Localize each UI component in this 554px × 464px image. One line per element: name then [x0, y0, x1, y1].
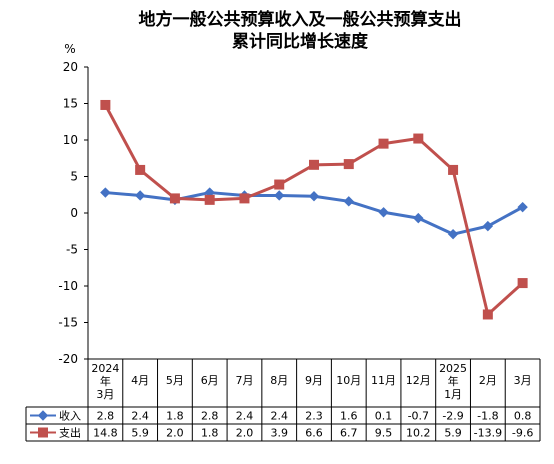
table-value: 6.6	[305, 427, 323, 440]
series-expenditure	[100, 99, 528, 320]
table-value: 1.6	[340, 410, 358, 423]
x-category-label: 9月	[305, 374, 323, 387]
legend-marker	[37, 410, 49, 421]
table-value: 2.4	[270, 410, 288, 423]
table-value: 5.9	[131, 427, 149, 440]
data-point	[204, 194, 215, 205]
x-category-label: 年	[100, 374, 111, 388]
table-value: 2.8	[97, 410, 115, 423]
x-category-label: 12月	[406, 374, 431, 387]
x-category-label: 年	[448, 374, 459, 388]
data-point	[135, 164, 146, 175]
data-point	[447, 228, 459, 240]
x-category-label: 2024	[91, 362, 119, 375]
x-category-label: 1月	[444, 388, 462, 401]
data-point	[517, 201, 528, 213]
data-point	[482, 309, 493, 320]
table-value: 6.7	[340, 427, 358, 440]
table-value: 3.9	[270, 427, 288, 440]
table-value: 9.5	[375, 427, 393, 440]
data-point	[413, 212, 424, 224]
legend-label: 收入	[59, 409, 81, 423]
table-value: 2.0	[166, 427, 184, 440]
data-point	[100, 187, 111, 198]
x-category-label: 11月	[371, 374, 396, 387]
data-point	[309, 159, 319, 170]
table-value: 0.1	[375, 410, 393, 423]
x-category-label: 5月	[166, 374, 184, 387]
data-point	[378, 207, 389, 218]
table-value: 5.9	[444, 427, 462, 440]
y-tick-label: 20	[63, 60, 78, 74]
x-category-label: 10月	[336, 374, 361, 387]
y-tick-label: 5	[70, 170, 78, 184]
data-point	[482, 220, 494, 232]
legend-label: 支出	[59, 426, 81, 440]
x-category-label: 2025	[439, 362, 467, 375]
table-value: 0.8	[514, 410, 532, 423]
chart-title-line-1: 地方一般公共预算收入及一般公共预算支出	[139, 9, 462, 30]
data-point	[274, 190, 285, 201]
x-category-label: 8月	[270, 374, 288, 387]
data-point	[343, 159, 354, 170]
table-value: 1.8	[201, 427, 219, 440]
table-value: -2.9	[442, 410, 463, 423]
x-category-label: 4月	[131, 374, 149, 387]
data-point	[100, 99, 111, 110]
y-tick-label: 10	[63, 133, 78, 147]
table-value: 2.8	[201, 410, 219, 423]
y-tick-label: -5	[66, 243, 78, 257]
x-category-label: 2月	[479, 374, 497, 387]
y-axis-unit-label: %	[64, 42, 75, 56]
x-category-label: 6月	[201, 374, 219, 387]
data-point	[378, 138, 389, 149]
table-value: 10.2	[406, 427, 431, 440]
x-category-label: 7月	[235, 374, 253, 387]
data-point	[274, 179, 285, 190]
data-point	[448, 164, 459, 175]
data-point	[134, 190, 146, 201]
y-tick-label: -10	[58, 279, 78, 293]
table-value: 2.0	[236, 427, 254, 440]
table-value: -13.9	[474, 427, 502, 440]
chart-title-line-2: 累计同比增长速度	[232, 31, 369, 52]
table-value: 2.3	[305, 410, 323, 423]
x-category-label: 3月	[96, 388, 114, 401]
legend-marker	[38, 427, 48, 438]
y-tick-label: -20	[58, 352, 78, 366]
x-category-label: 3月	[514, 374, 532, 387]
table-value: -1.8	[477, 410, 498, 423]
table-value: -0.7	[408, 410, 429, 423]
data-point	[308, 191, 320, 202]
data-point	[169, 193, 180, 204]
table-value: 2.4	[131, 410, 149, 423]
y-tick-label: 0	[70, 206, 78, 220]
y-tick-label: 15	[63, 97, 78, 111]
y-tick-label: -15	[58, 316, 78, 330]
table-value: 2.4	[236, 410, 254, 423]
table-value: -9.6	[512, 427, 533, 440]
table-value: 14.8	[93, 427, 118, 440]
data-point	[517, 278, 528, 289]
data-point	[343, 196, 354, 207]
data-point	[239, 193, 250, 204]
table-value: 1.8	[166, 410, 184, 423]
data-point	[413, 133, 424, 144]
